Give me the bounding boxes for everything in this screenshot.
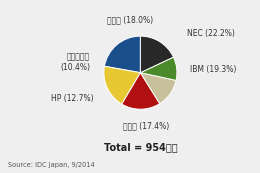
Wedge shape [140, 73, 176, 104]
Wedge shape [122, 73, 160, 109]
Text: 富士通 (17.4%): 富士通 (17.4%) [123, 121, 169, 130]
Wedge shape [104, 66, 140, 104]
Text: Source: IDC Japan, 9/2014: Source: IDC Japan, 9/2014 [8, 162, 95, 168]
Text: 日立製作所
(10.4%): 日立製作所 (10.4%) [60, 53, 90, 72]
Text: HP (12.7%): HP (12.7%) [51, 94, 94, 103]
Text: その他 (18.0%): その他 (18.0%) [107, 15, 153, 24]
Wedge shape [140, 57, 177, 80]
Text: NEC (22.2%): NEC (22.2%) [187, 29, 235, 38]
Text: Total = 954億円: Total = 954億円 [103, 142, 177, 152]
Text: IBM (19.3%): IBM (19.3%) [190, 65, 236, 74]
Wedge shape [105, 36, 140, 73]
Wedge shape [140, 36, 173, 73]
